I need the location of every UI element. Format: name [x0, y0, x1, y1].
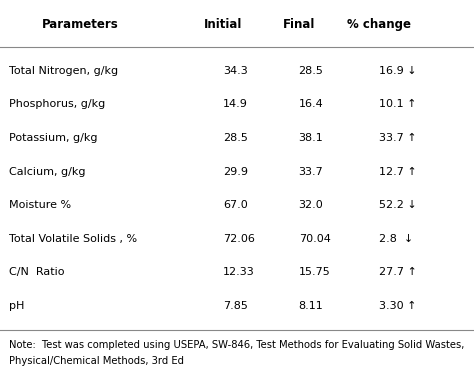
Text: 70.04: 70.04	[299, 234, 330, 244]
Text: Physical/Chemical Methods, 3rd Ed: Physical/Chemical Methods, 3rd Ed	[9, 356, 184, 366]
Text: 27.7 ↑: 27.7 ↑	[379, 267, 417, 277]
Text: 3.30 ↑: 3.30 ↑	[379, 301, 417, 311]
Text: 52.2 ↓: 52.2 ↓	[379, 200, 417, 210]
Text: 8.11: 8.11	[299, 301, 323, 311]
Text: 33.7 ↑: 33.7 ↑	[379, 133, 417, 143]
Text: 38.1: 38.1	[299, 133, 323, 143]
Text: Phosphorus, g/kg: Phosphorus, g/kg	[9, 100, 106, 109]
Text: 33.7: 33.7	[299, 167, 323, 176]
Text: pH: pH	[9, 301, 25, 311]
Text: 7.85: 7.85	[223, 301, 247, 311]
Text: 15.75: 15.75	[299, 267, 330, 277]
Text: 34.3: 34.3	[223, 66, 247, 76]
Text: 12.33: 12.33	[223, 267, 255, 277]
Text: 28.5: 28.5	[223, 133, 247, 143]
Text: 28.5: 28.5	[299, 66, 323, 76]
Text: 2.8  ↓: 2.8 ↓	[379, 234, 413, 244]
Text: 16.9 ↓: 16.9 ↓	[379, 66, 417, 76]
Text: Calcium, g/kg: Calcium, g/kg	[9, 167, 86, 176]
Text: Total Volatile Solids , %: Total Volatile Solids , %	[9, 234, 137, 244]
Text: 32.0: 32.0	[299, 200, 323, 210]
Text: Note:  Test was completed using USEPA, SW-846, Test Methods for Evaluating Solid: Note: Test was completed using USEPA, SW…	[9, 340, 465, 350]
Text: Potassium, g/kg: Potassium, g/kg	[9, 133, 98, 143]
Text: 12.7 ↑: 12.7 ↑	[379, 167, 417, 176]
Text: C/N  Ratio: C/N Ratio	[9, 267, 65, 277]
Text: 10.1 ↑: 10.1 ↑	[379, 100, 417, 109]
Text: 14.9: 14.9	[223, 100, 247, 109]
Text: Parameters: Parameters	[42, 18, 119, 31]
Text: % change: % change	[347, 18, 411, 31]
Text: Total Nitrogen, g/kg: Total Nitrogen, g/kg	[9, 66, 119, 76]
Text: 67.0: 67.0	[223, 200, 247, 210]
Text: 29.9: 29.9	[223, 167, 248, 176]
Text: 72.06: 72.06	[223, 234, 255, 244]
Text: Initial: Initial	[204, 18, 242, 31]
Text: Moisture %: Moisture %	[9, 200, 72, 210]
Text: Final: Final	[283, 18, 315, 31]
Text: 16.4: 16.4	[299, 100, 323, 109]
